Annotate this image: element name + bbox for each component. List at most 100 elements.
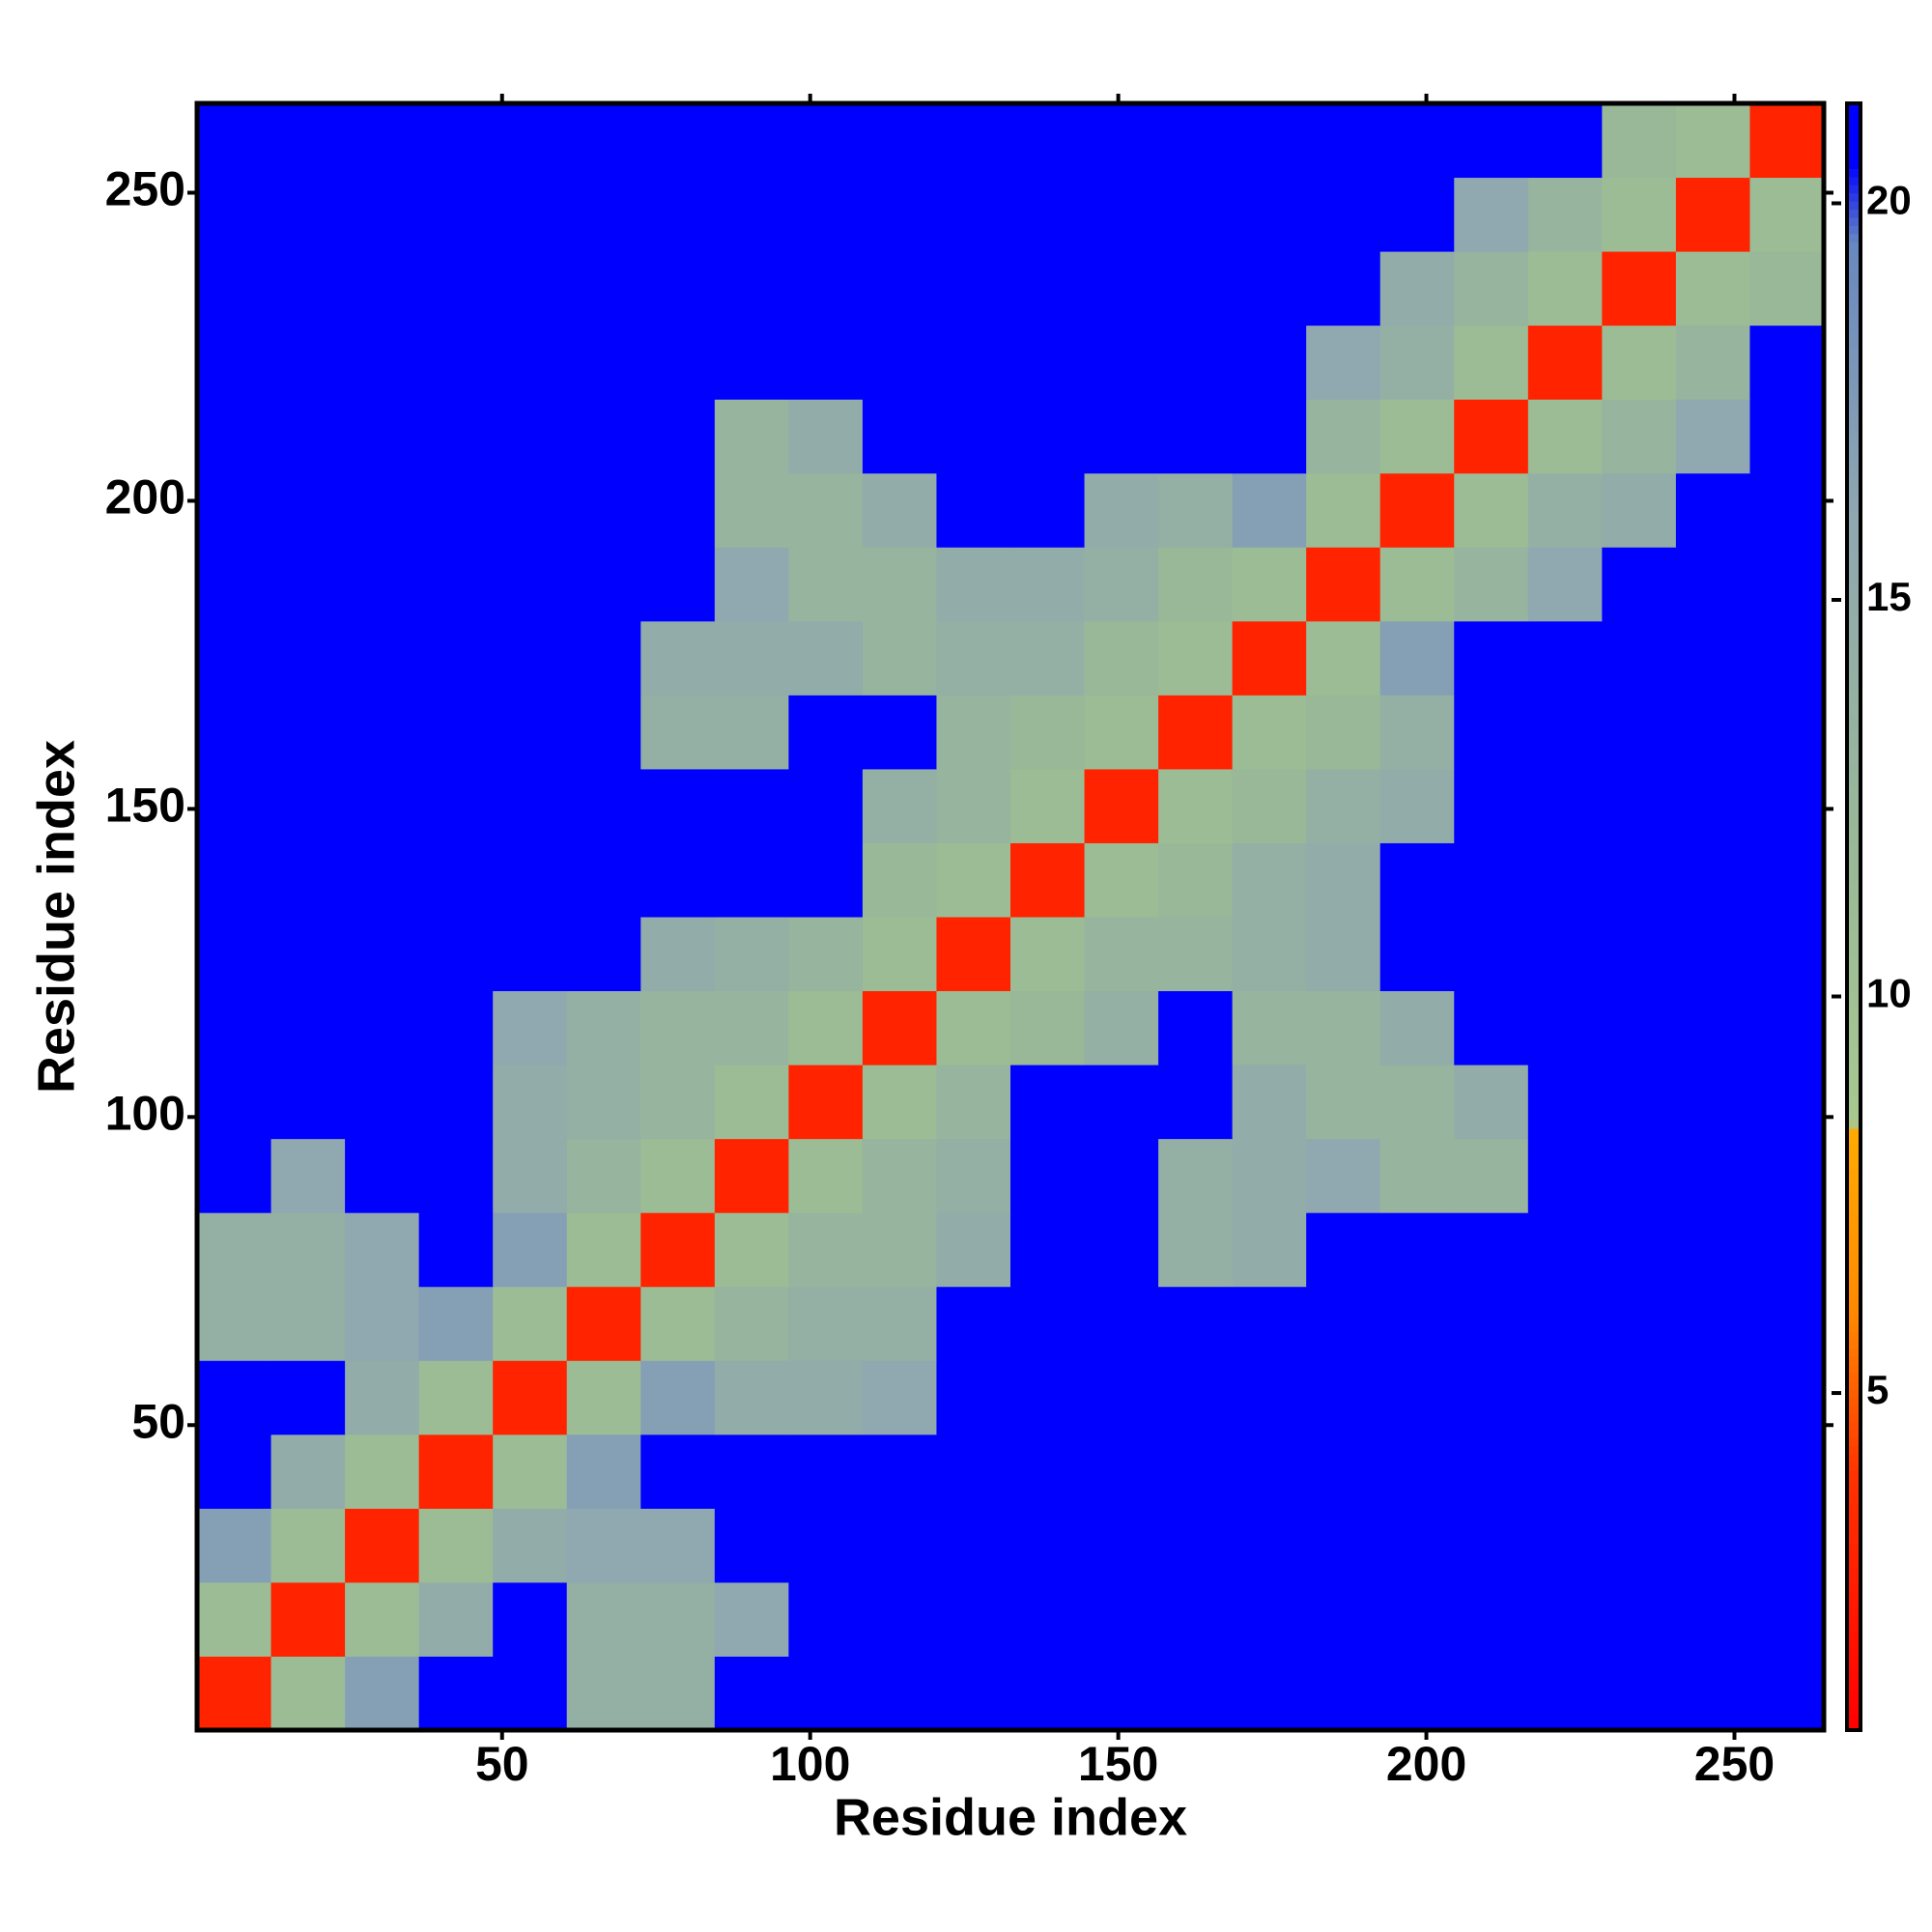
heatmap-cell bbox=[1010, 1212, 1086, 1288]
heatmap-cell bbox=[1232, 1212, 1307, 1288]
heatmap-cell bbox=[345, 1434, 420, 1509]
heatmap-cell bbox=[1158, 1581, 1234, 1657]
heatmap-cell bbox=[1379, 325, 1455, 400]
heatmap-cell bbox=[345, 251, 420, 327]
heatmap-cell bbox=[1306, 1581, 1381, 1657]
heatmap-cell bbox=[1602, 768, 1677, 843]
heatmap-cell bbox=[197, 472, 272, 548]
heatmap-cell bbox=[1232, 325, 1307, 400]
heatmap-cell bbox=[936, 620, 1011, 696]
heatmap-cell bbox=[788, 917, 864, 992]
heatmap-cell bbox=[270, 325, 346, 400]
heatmap-cell bbox=[1232, 177, 1307, 252]
heatmap-cell bbox=[1527, 103, 1603, 179]
heatmap-cell bbox=[1010, 1434, 1086, 1509]
heatmap-cell bbox=[1602, 1508, 1677, 1583]
heatmap-cell bbox=[714, 1508, 789, 1583]
heatmap-cell bbox=[1749, 1138, 1825, 1213]
heatmap-cell bbox=[640, 251, 716, 327]
heatmap-cell bbox=[1454, 695, 1529, 770]
heatmap-cell bbox=[640, 1360, 716, 1435]
heatmap-cell bbox=[493, 177, 568, 252]
heatmap-cell bbox=[1379, 768, 1455, 843]
heatmap-cell bbox=[270, 1360, 346, 1435]
heatmap-cell bbox=[788, 325, 864, 400]
x-axis-title: Residue index bbox=[834, 1788, 1187, 1846]
heatmap-cell bbox=[197, 325, 272, 400]
heatmap-cell bbox=[493, 695, 568, 770]
heatmap-cell bbox=[640, 695, 716, 770]
heatmap-cell bbox=[788, 990, 864, 1065]
heatmap-cell bbox=[270, 1286, 346, 1361]
heatmap-cell bbox=[493, 1138, 568, 1213]
heatmap-cell bbox=[1232, 1360, 1307, 1435]
heatmap-cell bbox=[1306, 768, 1381, 843]
heatmap-cell bbox=[1675, 1212, 1750, 1288]
heatmap-cell bbox=[270, 695, 346, 770]
colorbar-tick-label: 20 bbox=[1866, 178, 1912, 223]
heatmap-cell bbox=[714, 547, 789, 622]
heatmap-cell bbox=[640, 1065, 716, 1140]
heatmap-cell bbox=[566, 990, 641, 1065]
heatmap-cell bbox=[418, 990, 494, 1065]
heatmap-cell bbox=[1454, 1138, 1529, 1213]
heatmap-cell bbox=[1454, 547, 1529, 622]
heatmap-cell bbox=[640, 547, 716, 622]
heatmap-cell bbox=[714, 842, 789, 918]
heatmap-cell bbox=[197, 1360, 272, 1435]
heatmap-cell bbox=[640, 768, 716, 843]
heatmap-cell bbox=[566, 1065, 641, 1140]
heatmap-cell bbox=[1232, 1286, 1307, 1361]
heatmap-cell bbox=[1158, 472, 1234, 548]
heatmap-cell bbox=[1158, 177, 1234, 252]
heatmap-cell bbox=[862, 1286, 937, 1361]
heatmap-cell bbox=[1749, 472, 1825, 548]
heatmap-cell bbox=[345, 768, 420, 843]
heatmap-cell bbox=[1602, 399, 1677, 474]
heatmap-cell bbox=[1084, 1065, 1159, 1140]
heatmap-cell bbox=[197, 695, 272, 770]
heatmap-cell bbox=[345, 1581, 420, 1657]
heatmap-cell bbox=[1527, 620, 1603, 696]
heatmap-cell bbox=[1010, 1508, 1086, 1583]
heatmap-cell bbox=[493, 1434, 568, 1509]
heatmap-cell bbox=[1232, 1581, 1307, 1657]
heatmap-cell bbox=[1379, 103, 1455, 179]
heatmap-cell bbox=[493, 1286, 568, 1361]
heatmap-cell bbox=[936, 547, 1011, 622]
heatmap-cell bbox=[1158, 620, 1234, 696]
heatmap-cell bbox=[270, 1656, 346, 1731]
heatmap-cell bbox=[862, 768, 937, 843]
heatmap-cell bbox=[640, 177, 716, 252]
heatmap-cell bbox=[1527, 695, 1603, 770]
heatmap-cell bbox=[862, 1065, 937, 1140]
heatmap-cell bbox=[1306, 695, 1381, 770]
heatmap-cell bbox=[1749, 917, 1825, 992]
heatmap-cell bbox=[418, 917, 494, 992]
heatmap-cell bbox=[566, 1360, 641, 1435]
y-tick-label: 100 bbox=[105, 1087, 185, 1141]
heatmap-cell bbox=[1158, 325, 1234, 400]
heatmap-cell bbox=[493, 251, 568, 327]
heatmap-cell bbox=[640, 103, 716, 179]
heatmap-cell bbox=[788, 842, 864, 918]
heatmap-cell bbox=[788, 1065, 864, 1140]
heatmap-cell bbox=[1749, 177, 1825, 252]
heatmap-cell bbox=[936, 1508, 1011, 1583]
heatmap-cell bbox=[936, 1581, 1011, 1657]
heatmap-cell bbox=[1454, 399, 1529, 474]
x-tick-label: 50 bbox=[475, 1737, 529, 1791]
heatmap-cell bbox=[1010, 1656, 1086, 1731]
heatmap-cell bbox=[1602, 620, 1677, 696]
colorbar-tick-label: 5 bbox=[1866, 1367, 1889, 1412]
heatmap-cell bbox=[1527, 917, 1603, 992]
heatmap-cell bbox=[936, 325, 1011, 400]
heatmap-cell bbox=[1232, 1656, 1307, 1731]
heatmap-cell bbox=[1306, 103, 1381, 179]
heatmap-cell bbox=[1527, 547, 1603, 622]
heatmap-cell bbox=[862, 917, 937, 992]
heatmap-cell bbox=[345, 103, 420, 179]
heatmap-cell bbox=[418, 325, 494, 400]
heatmap-cell bbox=[862, 251, 937, 327]
heatmap-cell bbox=[1675, 1360, 1750, 1435]
